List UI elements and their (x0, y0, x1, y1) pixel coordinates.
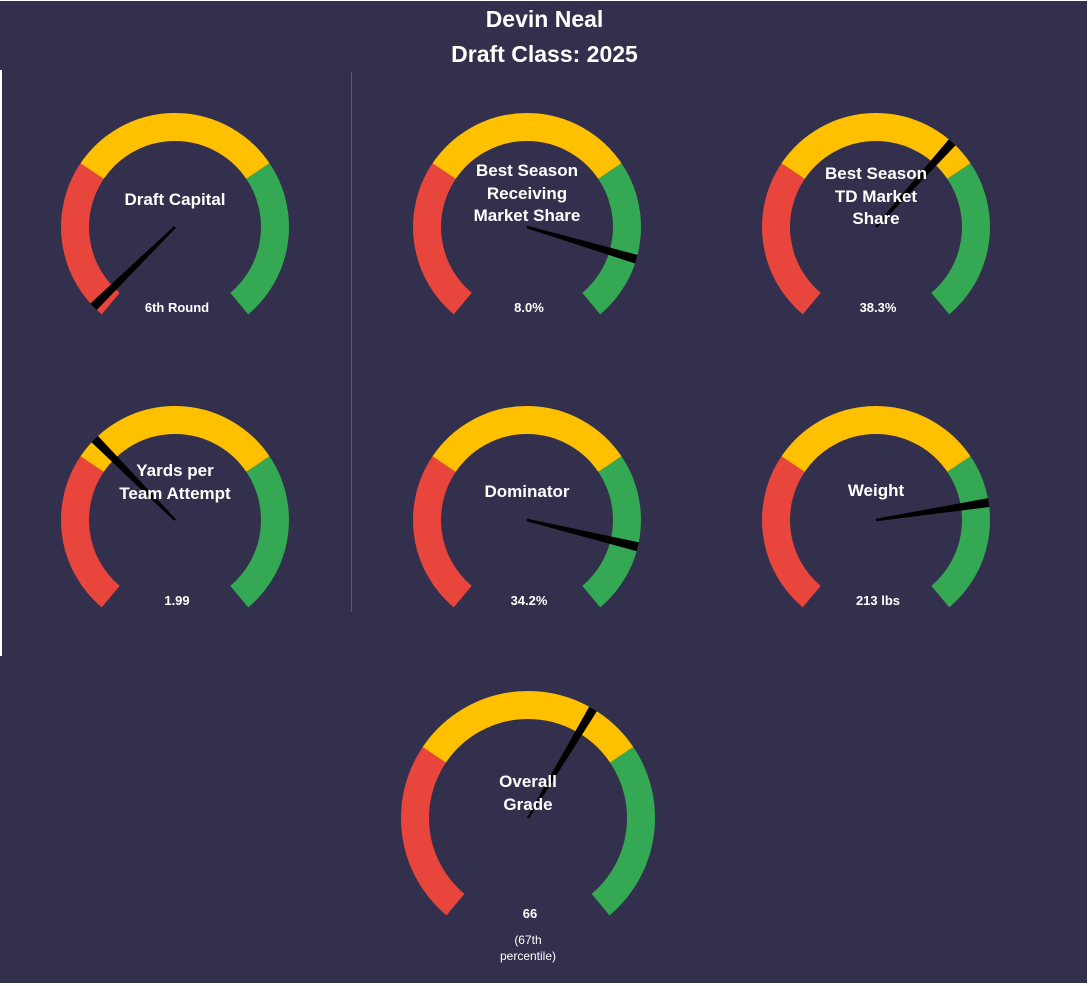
gauge-band-low (413, 163, 473, 315)
gauge-band-low (61, 163, 121, 315)
gauge-value-label: 1.99 (164, 593, 189, 608)
gauge-value-label: 213 lbs (856, 593, 900, 608)
gauge-title: Best Season Receiving Market Share (474, 161, 581, 225)
gauge-title: Weight (848, 481, 905, 500)
gauge-title: Best Season TD Market Share (825, 164, 927, 228)
gauge-band-mid (80, 113, 270, 180)
gauge-band-high (930, 456, 990, 608)
right-border (1087, 0, 1089, 986)
gauge-band-high (581, 456, 641, 608)
gauge-weight: Weight 213 lbs (762, 406, 990, 608)
top-border (0, 0, 1089, 1)
gauge-band-mid (781, 406, 971, 473)
gauge-band-mid (422, 691, 634, 763)
gauge-band-high (581, 163, 641, 315)
gauge-band-low (61, 456, 121, 608)
gauge-value-label: 38.3% (860, 300, 897, 315)
gauge-best-season-td-market-share: Best Season TD Market Share 38.3% (762, 113, 990, 315)
gauge-band-high (229, 456, 289, 608)
gauge-value-label: 6th Round (145, 300, 209, 315)
gauge-best-season-receiving-market-share: Best Season Receiving Market Share 8.0% (413, 113, 641, 315)
left-gap (0, 70, 2, 656)
gauge-band-low (762, 456, 822, 608)
bottom-border (0, 983, 1089, 986)
gauge-value-label: 34.2% (511, 593, 548, 608)
gauge-value-label: 66 (523, 906, 537, 921)
gauge-title: Overall Grade (499, 772, 557, 814)
draft-class: Draft Class: 2025 (451, 41, 638, 67)
player-name: Devin Neal (485, 6, 604, 32)
gauge-yards-per-team-attempt: Yards per Team Attempt 1.99 (61, 406, 289, 608)
gauge-overall-grade: Overall Grade 66 (67th percentile) (401, 691, 655, 963)
gauge-needle (90, 226, 176, 310)
gauge-title: Draft Capital (124, 190, 225, 209)
gauge-band-high (591, 746, 655, 916)
gauge-needle (91, 435, 176, 521)
gauge-sub-label: (67th percentile) (500, 933, 556, 963)
gauge-needle (527, 706, 597, 819)
gauge-band-low (762, 163, 822, 315)
gauge-title: Yards per Team Attempt (119, 461, 231, 503)
gauge-needle (875, 498, 990, 522)
gauge-title: Dominator (485, 482, 570, 501)
gauge-band-high (229, 163, 289, 315)
gauge-dominator: Dominator 34.2% (413, 406, 641, 608)
gauge-needle (526, 225, 638, 264)
column-divider (351, 72, 352, 612)
gauge-band-low (413, 456, 473, 608)
gauge-needle (875, 139, 956, 228)
gauge-draft-capital: Draft Capital 6th Round (61, 113, 289, 315)
gauge-band-mid (432, 113, 622, 180)
gauge-band-mid (432, 406, 622, 473)
gauge-band-low (401, 746, 465, 916)
gauge-value-label: 8.0% (514, 300, 544, 315)
gauge-band-mid (80, 406, 270, 473)
gauge-band-high (930, 163, 990, 315)
gauge-needle (526, 518, 639, 552)
